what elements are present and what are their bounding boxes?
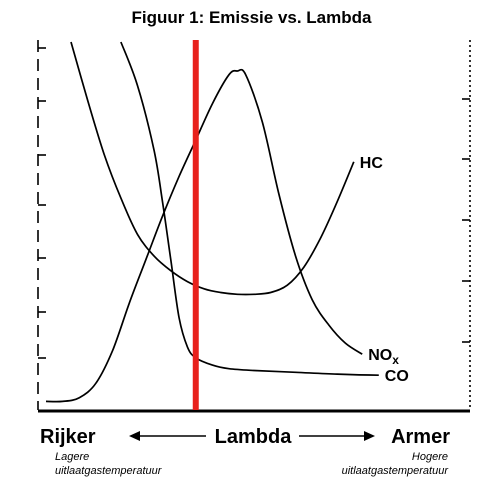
series-layer bbox=[45, 40, 379, 410]
rich-sublabel-line-1: Lagere bbox=[55, 451, 89, 463]
series-line-hc bbox=[70, 41, 355, 296]
series-label-nox: NOx bbox=[368, 347, 399, 367]
series-label-hc: HC bbox=[360, 155, 384, 172]
chart-title: Figuur 1: Emissie vs. Lambda bbox=[131, 8, 372, 27]
left-axis-ticks bbox=[38, 47, 46, 359]
series-line-co bbox=[120, 41, 379, 377]
series-label-co: CO bbox=[385, 368, 409, 385]
rich-label: Rijker bbox=[40, 426, 96, 448]
series-line-nox bbox=[45, 68, 363, 403]
right-axis-ticks bbox=[462, 98, 470, 343]
left-arrow-head bbox=[129, 431, 140, 441]
lean-sublabel-line-2: uitlaatgastemperatuur bbox=[342, 465, 450, 477]
lean-sublabel-line-1: Hogere bbox=[412, 451, 448, 463]
right-arrow-head bbox=[364, 431, 375, 441]
rich-sublabel-line-2: uitlaatgastemperatuur bbox=[55, 465, 163, 477]
lean-label: Armer bbox=[391, 426, 450, 448]
lambda-label: Lambda bbox=[215, 426, 293, 448]
